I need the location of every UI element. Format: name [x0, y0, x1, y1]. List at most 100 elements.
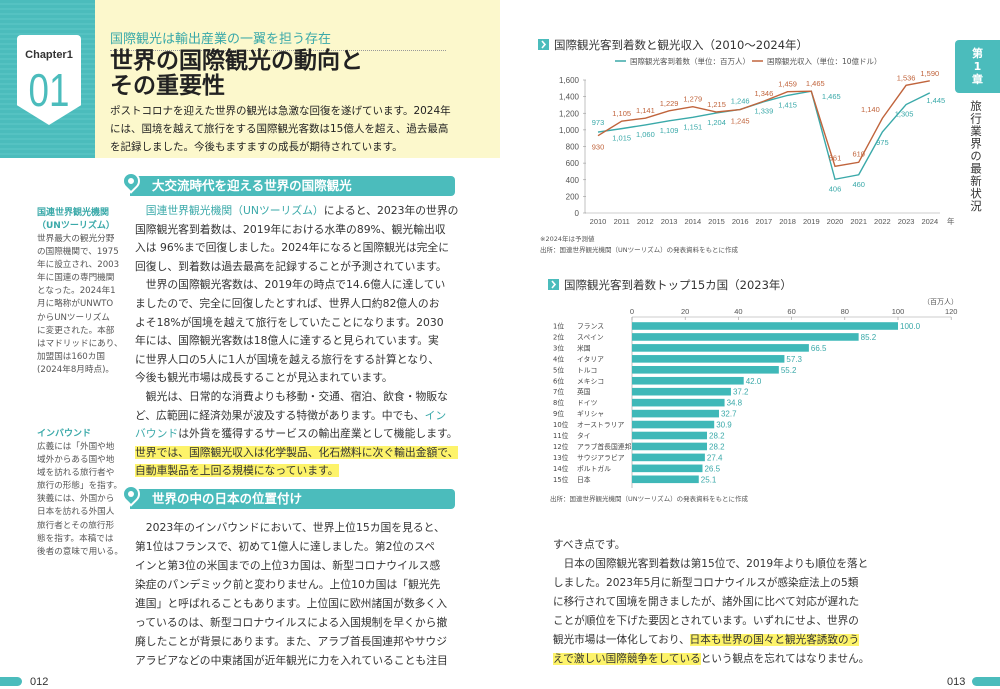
- text-line: 国際観光客到着数は、2019年における水準の89%、観光輸出収: [135, 221, 458, 240]
- y-tick-label: 1,000: [559, 126, 580, 135]
- data-label: 26.5: [704, 464, 720, 473]
- text-run: は外貨を獲得するサービスの輸出産業として機能します。: [178, 427, 458, 441]
- category-label: 英国: [577, 387, 591, 396]
- x-tick-label: 100: [892, 307, 905, 316]
- note-line: に変更された。本部: [37, 325, 115, 336]
- text-run: よそ18%が国境を越えて旅行をしていたことになります。2030: [135, 315, 444, 329]
- bar: [632, 420, 715, 429]
- y-tick-label: 200: [566, 192, 580, 201]
- bar: [632, 387, 731, 396]
- text-line: バウンドは外貨を獲得するサービスの輸出産業として機能します。: [135, 425, 458, 444]
- rank-label: 15位: [553, 475, 569, 484]
- text-line: えで激しい国際競争をしているという観点を忘れてはなりません。: [553, 650, 869, 669]
- note-line: 域を訪れる旅行者や: [37, 468, 115, 479]
- text-line: アラビアなどの中東諸国が近年観光に力を入れていることも注目: [135, 651, 448, 670]
- text-line: 進国」と呼ばれることもあります。上位国に欧州諸国が数多く入: [135, 594, 448, 613]
- data-label: 1,415: [778, 100, 797, 109]
- data-label: 85.2: [861, 333, 877, 342]
- text-run: 進国」と呼ばれることもあります。上位国に欧州諸国が数多く入: [135, 597, 448, 610]
- bar: [632, 409, 719, 418]
- data-label: 1,465: [822, 92, 841, 101]
- legend-label: 国際観光客到着数（単位：百万人）: [630, 56, 750, 66]
- data-label: 55.2: [781, 366, 797, 375]
- chapter-label: Chapter1: [25, 49, 73, 61]
- x-tick-label: 2021: [850, 217, 867, 226]
- data-label: 1,141: [636, 106, 655, 115]
- text-run: ことが順位を下げた要因とされています。いずれにせよ、世界の: [553, 615, 859, 627]
- text-run: ど、広範囲に経済効果が波及する特徴があります。中でも、: [135, 408, 425, 422]
- data-label: 1,246: [731, 96, 750, 105]
- text-line: 今後も観光市場は成長することが見込まれています。: [135, 369, 458, 388]
- category-label: ポルトガル: [577, 464, 611, 473]
- x-tick-label: 20: [681, 307, 689, 316]
- text-run: 観光市場は一体化しており、: [553, 634, 690, 646]
- data-label: 57.3: [786, 355, 802, 364]
- series-line: [597, 80, 930, 168]
- note-line: 世界最大の観光分野: [37, 234, 115, 244]
- text-run: しました。2023年5月に新型コロナウイルスが感染症法上の5類: [553, 577, 859, 589]
- data-label: 1,339: [755, 107, 774, 116]
- y-tick-label: 1,600: [559, 76, 580, 85]
- text-run: 日本の国際観光客到着数は第15位で、2019年よりも順位を落と: [553, 558, 869, 570]
- highlighted-text: 世界では、国際観光収入は化学製品、化石燃料に次ぐ輸出金額で、: [135, 445, 459, 459]
- text-line: 入は 96%まで回復しました。2024年になると国際観光は完全に: [135, 239, 458, 258]
- x-tick-label: 2017: [756, 217, 773, 226]
- rank-label: 5位: [553, 365, 564, 374]
- subtitle: 国際観光は輸出産業の一翼を担う存在: [110, 28, 446, 51]
- rank-label: 14位: [553, 464, 569, 473]
- x-tick-label: 2014: [684, 217, 701, 226]
- glossary-link[interactable]: 国連世界観光機関（UNツーリズム）: [145, 204, 324, 217]
- glossary-link[interactable]: イン: [424, 408, 447, 422]
- text-run: 入は 96%まで回復しました。2024年になると国際観光は完全に: [135, 241, 450, 255]
- rank-label: 11位: [553, 431, 569, 440]
- header-box: [95, 0, 500, 158]
- category-label: トルコ: [577, 366, 597, 374]
- data-label: 1,346: [755, 89, 774, 98]
- data-label: 1,279: [683, 95, 702, 104]
- highlighted-text: 日本も世界の国々と観光客誘致のう: [689, 634, 860, 646]
- text-run: 今後も観光市場は成長することが見込まれています。: [135, 371, 393, 385]
- section-1-body: 国連世界観光機関（UNツーリズム）によると、2023年の世界の国際観光客到着数は…: [135, 202, 459, 481]
- note-line: となった。2024年1: [37, 286, 116, 297]
- text-line: 年には、国際観光客数は18億人に達すると見られています。実: [135, 332, 458, 351]
- category-label: フランス: [577, 323, 604, 331]
- data-label: 1,459: [778, 80, 797, 89]
- x-tick-label: 2023: [898, 217, 915, 226]
- data-label: 1,245: [731, 117, 750, 126]
- x-tick-label: 0: [630, 307, 634, 316]
- y-tick-label: 1,200: [559, 109, 580, 118]
- text-run: という観点を忘れてはなりません。: [700, 653, 870, 665]
- glossary-link[interactable]: バウンド: [135, 427, 179, 441]
- data-label: 1,590: [920, 69, 939, 78]
- y-tick-label: 400: [566, 176, 580, 185]
- y-tick-label: 0: [575, 209, 580, 218]
- bar: [632, 366, 779, 374]
- category-label: アラブ首長国連邦: [577, 442, 632, 451]
- bar: [632, 442, 708, 451]
- text-line: よそ18%が国境を越えて旅行をしていたことになります。2030: [135, 314, 458, 333]
- note-line: 広義には「外国や地: [37, 442, 115, 452]
- data-label: 37.2: [733, 388, 749, 397]
- chart-title: 国際観光客到着数トップ15カ国（2023年）: [564, 278, 792, 292]
- note-line: 年に設立され、2003: [37, 260, 120, 271]
- data-label: 28.2: [709, 442, 725, 451]
- title-line: その重要性: [110, 73, 225, 99]
- x-tick-label: 2022: [874, 217, 891, 226]
- section-heading-1: 大交流時代を迎える世界の国際観光: [118, 168, 455, 196]
- data-label: 34.8: [727, 399, 743, 408]
- bar: [632, 344, 809, 352]
- section-heading-text: 大交流時代を迎える世界の国際観光: [152, 178, 352, 193]
- bar: [632, 333, 859, 341]
- chapter-tab[interactable]: 第1章: [955, 40, 1000, 93]
- bar: [632, 355, 785, 363]
- page-marker: [0, 677, 22, 686]
- bar: [632, 475, 699, 484]
- page-marker: [972, 677, 1000, 686]
- text-line: 世界の国際観光客数は、2019年の時点で14.6億人に達してい: [135, 276, 458, 295]
- text-run: 回復し、到着数は過去最高を記録することが予測されています。: [135, 259, 447, 273]
- category-label: サウジアラビア: [577, 453, 625, 462]
- text-run: っているのは、新型コロナウイルスによる入国規制を早くから撤: [135, 616, 448, 629]
- data-label: 1,536: [897, 73, 916, 82]
- text-run: によると、2023年の世界の: [323, 204, 459, 217]
- data-label: 66.5: [811, 344, 827, 353]
